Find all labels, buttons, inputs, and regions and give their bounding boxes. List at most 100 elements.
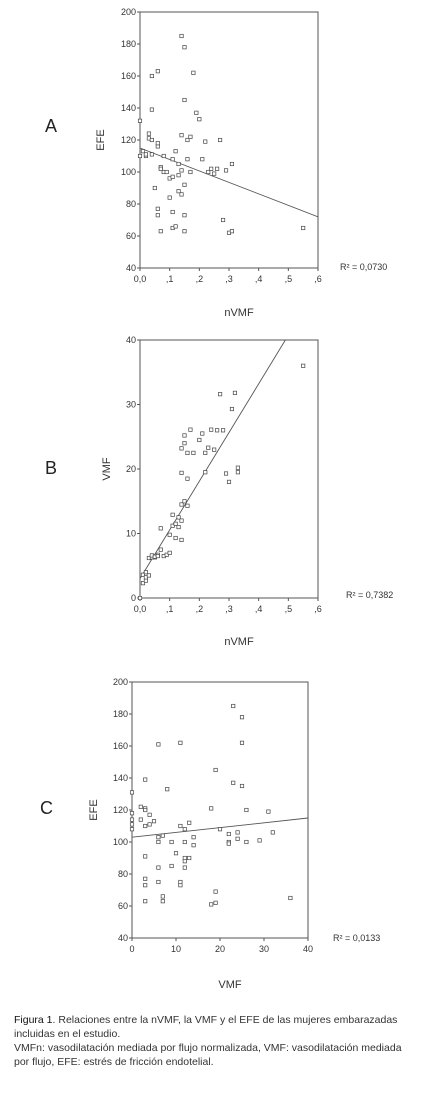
x-tick-label: 0,0 [134,274,147,284]
data-point [170,157,175,162]
data-point [244,807,249,813]
data-point [235,836,240,841]
data-point [143,777,148,782]
data-point [223,471,229,476]
y-tick-label: 200 [121,7,136,17]
scatter-plot-b: 0 10 20 30 40 0,0 ,1 ,2 ,3 ,4 ,5 ,6 nVMF VMF R² = 0,73… [101,335,393,648]
r-squared-label-c: R² = 0,0133 [333,933,380,943]
data-point [161,153,166,159]
data-point [182,441,187,446]
y-tick-label: 200 [113,677,128,687]
data-point [156,839,161,845]
data-point [197,117,202,122]
data-point [173,521,178,526]
data-point [203,450,208,455]
data-point [197,437,202,443]
data-point [215,166,220,171]
x-tick-label: 20 [215,944,225,954]
panel-letter-c: C [40,798,53,818]
data-point [176,161,181,167]
x-axis-label-c: VMF [218,979,242,991]
caption-line-2: VMFn: vasodilatación mediada por flujo n… [14,1042,402,1068]
data-point [179,518,184,523]
y-tick-label: 40 [126,263,136,273]
x-axis-label-b: nVMF [224,636,254,648]
y-tick-label: 160 [113,741,128,751]
data-point [173,851,179,856]
data-point [244,839,249,845]
data-point [140,572,146,577]
plot-frame-b [139,339,319,599]
data-point [239,740,245,745]
data-point [182,45,187,50]
y-tick-label: 120 [113,805,128,815]
data-point [155,213,160,218]
data-point [226,831,231,837]
data-point [229,161,235,167]
data-point [149,73,154,79]
data-point [221,217,226,223]
x-tick-label: ,1 [166,274,174,284]
data-point [209,806,214,811]
data-point [223,168,229,173]
data-point [143,570,148,575]
data-point [182,433,187,438]
x-tick-label: ,2 [196,274,204,284]
data-point [158,166,163,171]
data-point [176,524,181,530]
data-point [129,790,135,795]
y-tick-label: 40 [118,933,128,943]
y-tick-label: 120 [121,135,136,145]
data-point [206,169,211,175]
data-point [167,550,172,555]
data-point [231,780,236,785]
data-point [212,171,217,176]
data-point [178,823,183,829]
figure-canvas: 4060801001201401601802000,0,1,2,3,4,5,6n… [88,7,393,991]
data-point [143,152,148,157]
data-point [266,809,271,814]
data-point [226,479,232,484]
scatter-plot-a: 40 60 80 100 120 140 160 180 200 0,0 ,1 ,2 ,3 ,4 ,5 ,6 n… [95,7,387,319]
y-tick-label: 40 [126,335,136,345]
x-tick-label: 30 [259,944,269,954]
x-tick-label: ,3 [225,604,233,614]
data-point [129,817,135,822]
data-point [182,855,187,861]
data-point [160,833,165,838]
data-point [158,526,163,531]
fit-line-b [140,340,286,579]
data-point [169,839,174,845]
data-point [146,131,151,136]
figure-label: Figura 1 [14,1014,53,1026]
data-point [169,863,174,869]
data-point [203,139,208,144]
data-point [191,835,196,840]
data-point [194,110,199,115]
data-point [235,465,240,470]
x-tick-label: ,2 [196,604,204,614]
data-point [182,865,187,870]
y-tick-label: 10 [126,529,136,539]
x-tick-label: 40 [303,944,313,954]
data-point [170,209,175,215]
data-point [179,446,184,451]
x-tick-label: ,6 [314,274,322,284]
data-point [226,841,231,846]
data-point [160,899,165,904]
data-point [176,173,181,178]
data-point [182,213,187,218]
panel-letter-a: A [45,116,58,136]
data-point [129,811,135,816]
x-tick-label: 0,0 [134,604,147,614]
data-point [143,807,148,813]
data-point [200,431,205,436]
data-point [185,503,190,508]
data-point [143,899,148,904]
data-point [229,229,235,234]
data-point [182,827,187,832]
data-point [182,839,187,845]
data-point [209,166,214,171]
data-point [149,107,154,112]
data-point [149,137,154,143]
